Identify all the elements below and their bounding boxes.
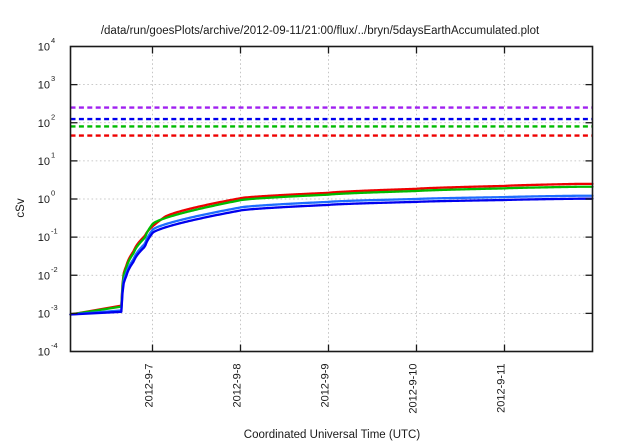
y-tick-label: 10-1 — [38, 227, 58, 245]
svg-text:10: 10 — [38, 156, 50, 168]
svg-text:10: 10 — [38, 194, 50, 206]
accumulated-dose-blue-dark — [69, 197, 594, 316]
y-tick-label: 102 — [38, 112, 55, 130]
svg-text:10: 10 — [38, 80, 50, 92]
data-curves — [69, 182, 594, 316]
svg-text:3: 3 — [51, 74, 55, 83]
reference-limit-lines — [70, 106, 593, 137]
x-tick-label: 2012-9-8 — [232, 364, 244, 408]
accumulated-dose-red — [69, 182, 594, 316]
x-tick-label: 2012-9-7 — [144, 364, 156, 408]
svg-text:-3: -3 — [51, 303, 58, 312]
y-tick-label: 101 — [38, 150, 55, 168]
svg-text:10: 10 — [38, 308, 50, 320]
svg-text:-1: -1 — [51, 227, 58, 236]
accumulated-dose-green — [69, 185, 594, 316]
y-tick-label: 100 — [38, 189, 55, 207]
svg-text:10: 10 — [38, 232, 50, 244]
svg-text:4: 4 — [51, 36, 55, 45]
y-axis-title: cSv — [15, 198, 27, 217]
svg-text:-4: -4 — [51, 341, 58, 350]
x-tick-label: 2012-9-11 — [496, 364, 508, 413]
svg-text:0: 0 — [51, 189, 55, 198]
y-tick-label: 10-2 — [38, 265, 58, 283]
svg-text:-2: -2 — [51, 265, 58, 274]
svg-text:1: 1 — [51, 150, 55, 159]
x-axis-ticks — [151, 46, 506, 352]
svg-text:10: 10 — [38, 270, 50, 282]
x-tick-label: 2012-9-9 — [320, 364, 332, 408]
accumulated-dose-blue-light — [69, 194, 594, 316]
svg-text:10: 10 — [38, 42, 50, 54]
x-axis-title: Coordinated Universal Time (UTC) — [244, 429, 421, 441]
svg-text:2: 2 — [51, 112, 55, 121]
y-tick-label: 103 — [38, 74, 55, 92]
plot-title: /data/run/goesPlots/archive/2012-09-11/2… — [101, 25, 540, 37]
y-tick-label: 104 — [38, 36, 55, 54]
horizontal-gridlines — [70, 84, 593, 314]
x-axis-tick-labels: 2012-9-7 2012-9-8 2012-9-9 2012-9-10 2012-9-… — [144, 364, 508, 414]
svg-text:10: 10 — [38, 118, 50, 130]
svg-text:10: 10 — [38, 347, 50, 359]
y-tick-label: 10-4 — [38, 341, 58, 359]
y-axis-ticks — [70, 83, 593, 315]
y-tick-label: 10-3 — [38, 303, 58, 321]
x-tick-label: 2012-9-10 — [408, 364, 420, 414]
